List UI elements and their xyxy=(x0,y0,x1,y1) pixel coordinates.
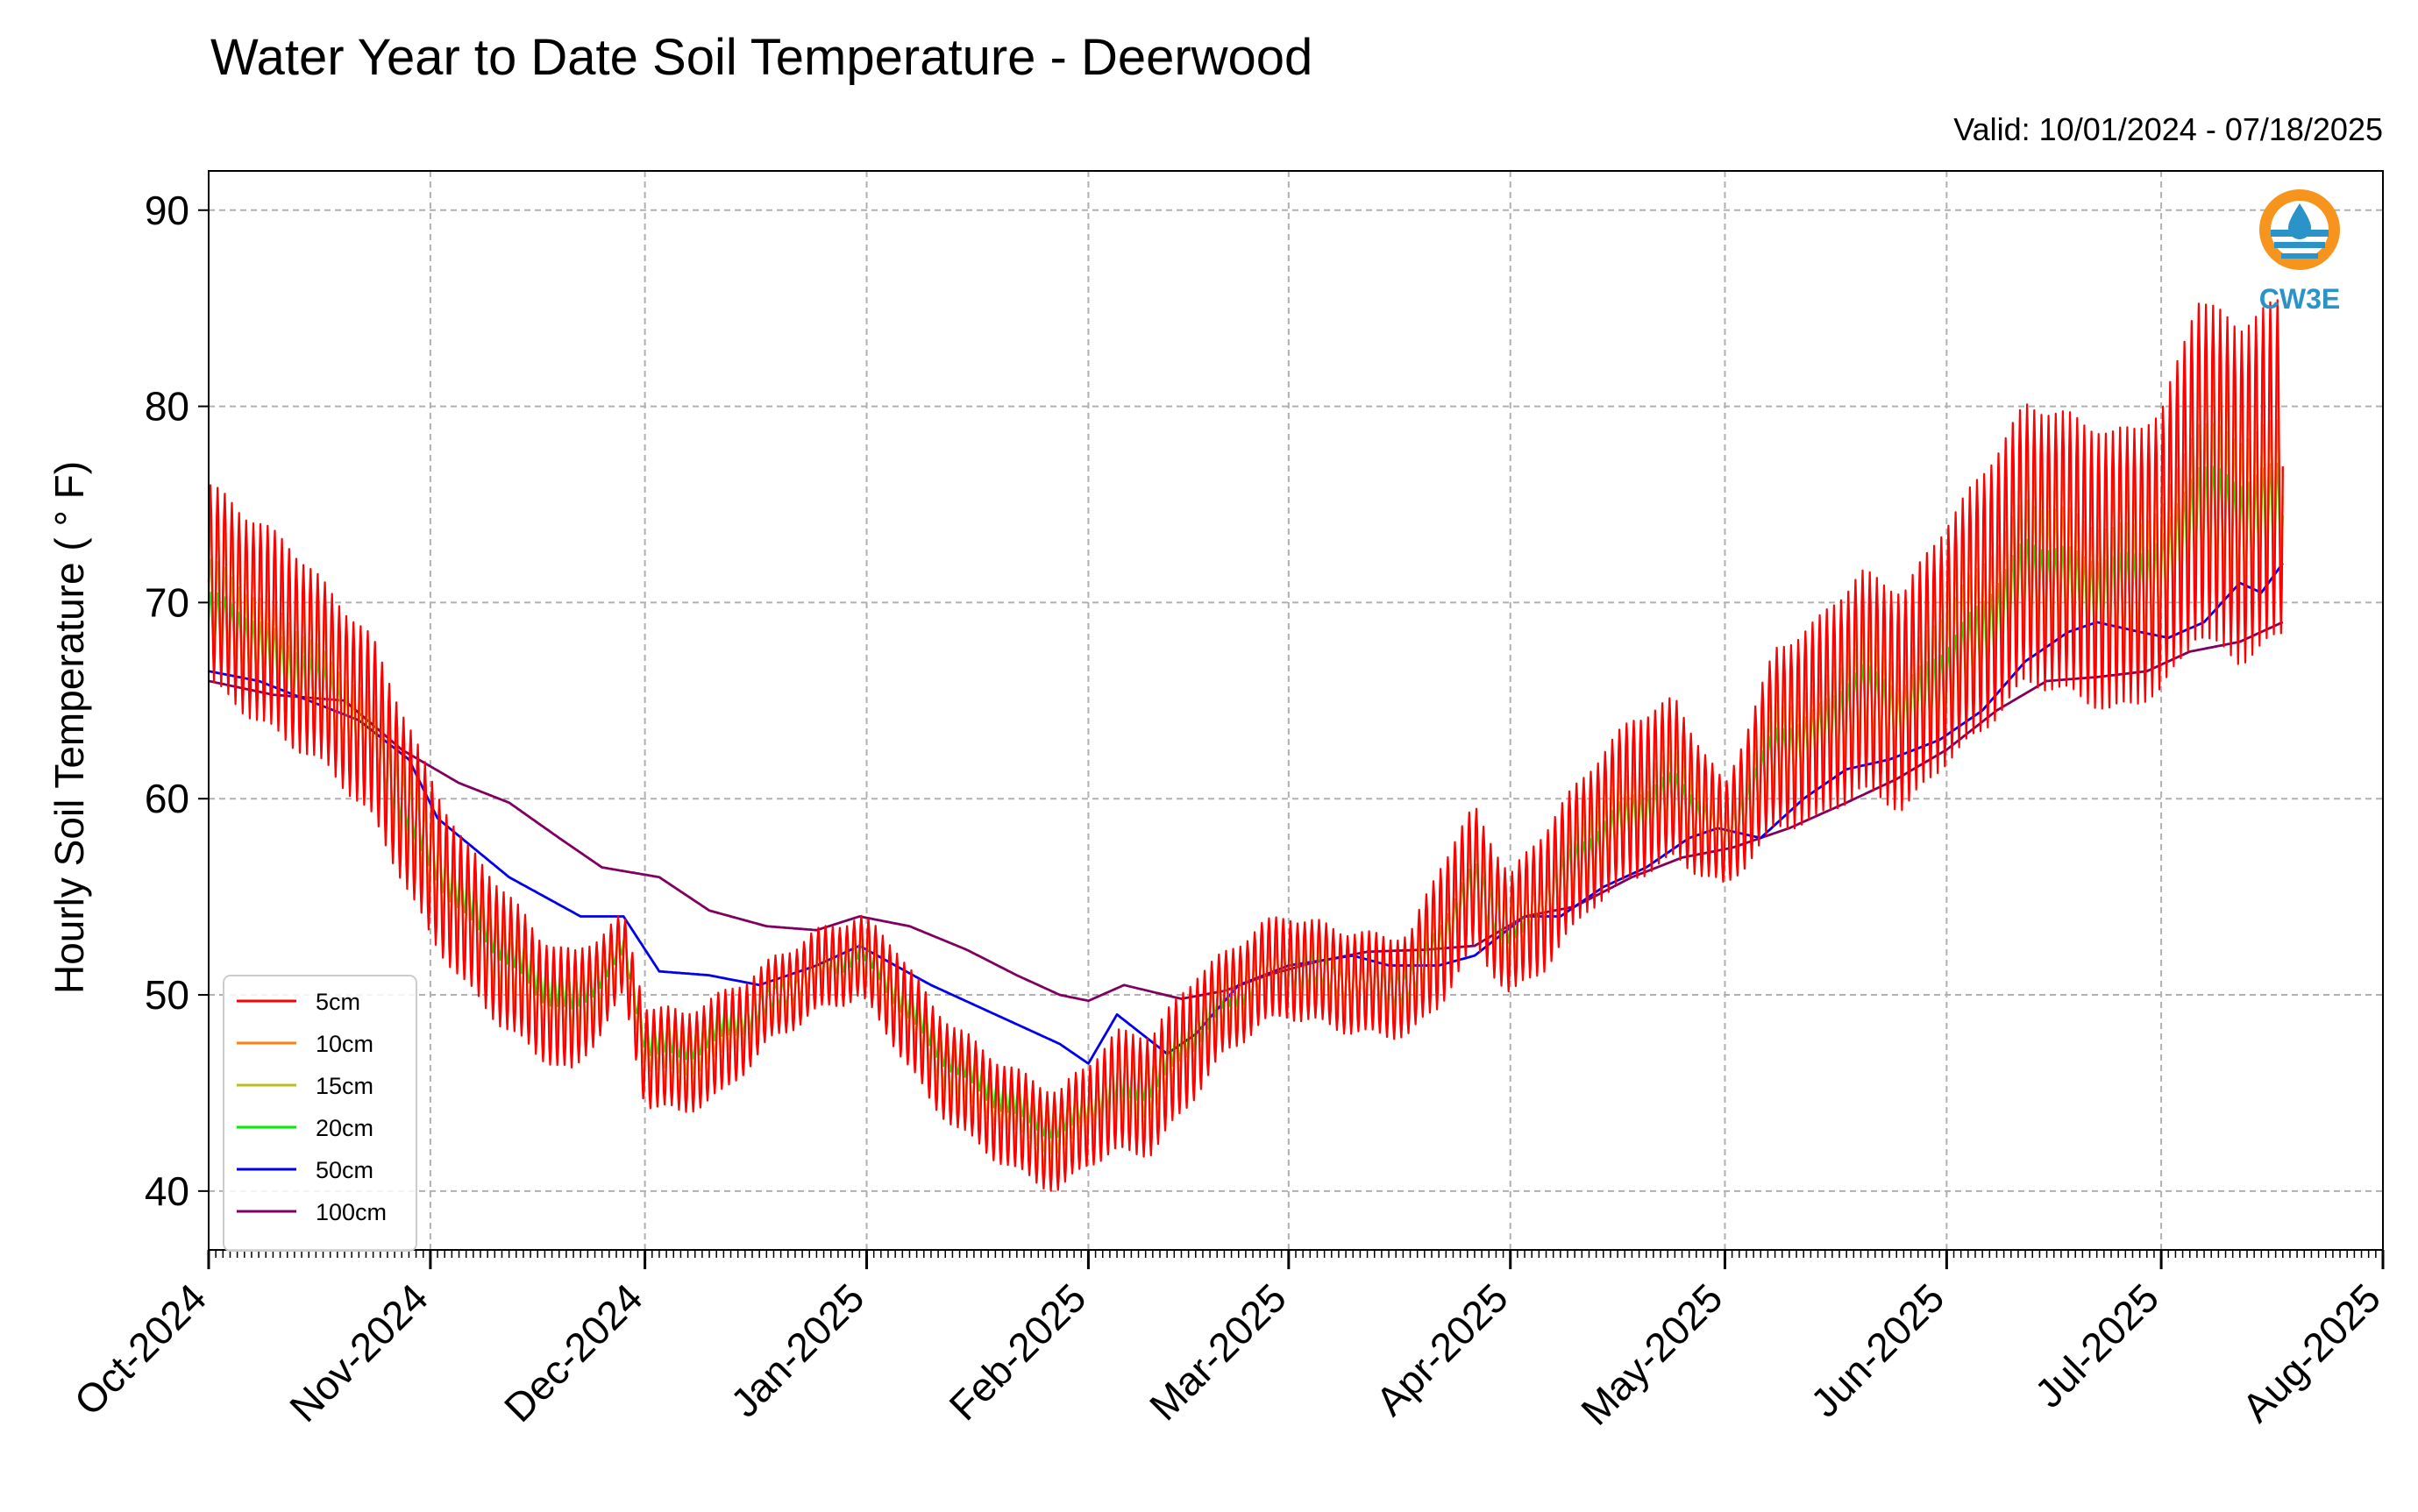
legend-label: 20cm xyxy=(316,1115,373,1141)
legend-label: 5cm xyxy=(316,989,360,1015)
y-axis-label: Hourly Soil Temperature ( ° F) xyxy=(46,461,92,994)
series-layer xyxy=(207,299,2284,1192)
y-tick-label: 60 xyxy=(145,776,189,821)
y-tick-label: 50 xyxy=(145,972,189,1018)
series-line-10cm xyxy=(207,358,2284,1175)
x-tick-label: Feb-2025 xyxy=(940,1274,1094,1429)
water-drop-icon xyxy=(2288,203,2311,239)
legend-label: 100cm xyxy=(316,1199,387,1225)
y-tick-label: 40 xyxy=(145,1168,189,1214)
legend-label: 15cm xyxy=(316,1073,373,1099)
cw3e-logo: CW3E xyxy=(2259,189,2340,315)
x-tick-label: Aug-2025 xyxy=(2233,1274,2389,1430)
x-tick-label: Nov-2024 xyxy=(281,1274,437,1430)
x-tick-label: Oct-2024 xyxy=(66,1274,216,1424)
x-tick-label: Jul-2025 xyxy=(2026,1274,2168,1416)
x-tick-label: Jun-2025 xyxy=(1802,1274,1952,1425)
y-tick-label: 90 xyxy=(145,188,189,233)
series-line-5cm xyxy=(207,299,2284,1192)
x-tick-label: May-2025 xyxy=(1572,1274,1731,1433)
y-tick-label: 80 xyxy=(145,384,189,429)
legend-label: 50cm xyxy=(316,1157,373,1183)
x-tick-label: Apr-2025 xyxy=(1367,1274,1517,1424)
y-tick-label: 70 xyxy=(145,579,189,625)
legend: 5cm 10cm 15cm 20cm 50cm 100cm xyxy=(223,975,417,1252)
x-tick-label: Dec-2024 xyxy=(495,1274,651,1430)
x-tick-label: Jan-2025 xyxy=(722,1274,872,1425)
chart-subtitle: Valid: 10/01/2024 - 07/18/2025 xyxy=(1953,111,2383,147)
logo-text: CW3E xyxy=(2259,283,2340,315)
grid-lines xyxy=(208,171,2384,1250)
plot-frame xyxy=(208,170,2384,1251)
x-tick-label: Mar-2025 xyxy=(1141,1274,1295,1429)
chart-title: Water Year to Date Soil Temperature - De… xyxy=(210,29,1312,86)
legend-label: 10cm xyxy=(316,1031,373,1057)
